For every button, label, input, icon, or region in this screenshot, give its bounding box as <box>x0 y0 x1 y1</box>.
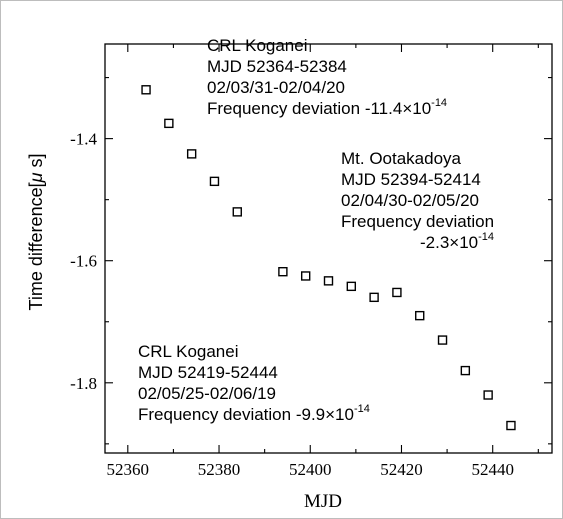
y-tick-label: -1.6 <box>70 252 97 271</box>
annotation-3-freq-exp: -14 <box>354 403 370 415</box>
data-point <box>209 176 220 187</box>
annotation-2-freq-value: -2.3×10 <box>420 233 478 252</box>
y-axis: -1.4 -1.6 -1.8 <box>70 77 552 445</box>
data-point <box>369 292 379 303</box>
annotation-3-mjd: MJD 52419-52444 <box>138 363 278 382</box>
x-axis-title: MJD <box>304 491 342 512</box>
annotation-1-freq-prefix: Frequency deviation <box>207 99 365 118</box>
data-point <box>415 310 425 321</box>
x-tick-label: 52360 <box>107 460 150 479</box>
x-tick-label: 52400 <box>289 460 332 479</box>
annotation-1-freq-exp: -14 <box>431 97 447 109</box>
data-point <box>141 85 151 95</box>
annotation-3-station: CRL Koganei <box>138 342 239 361</box>
data-point <box>323 276 334 286</box>
annotation-1-dates: 02/03/31-02/04/20 <box>207 78 345 97</box>
annotation-2-freq-exp: -14 <box>478 231 494 243</box>
x-axis: 52360 52380 52400 52420 52440 <box>107 44 539 479</box>
data-point <box>278 266 288 277</box>
plot-area <box>104 43 553 454</box>
annotation-1-station: CRL Koganei <box>207 36 308 55</box>
annotation-2-mjd: MJD 52394-52414 <box>341 170 481 189</box>
data-points <box>141 85 516 431</box>
y-axis-title-mu: μ <box>26 172 46 183</box>
y-axis-title-end: s] <box>26 154 46 173</box>
annotation-2-freq-prefix: Frequency deviation <box>341 212 494 231</box>
data-point <box>392 287 402 298</box>
x-tick-label: 52380 <box>198 460 241 479</box>
annotation-3-frequency: Frequency deviation -9.9×10-14 <box>138 403 370 424</box>
data-point <box>300 271 311 281</box>
data-point <box>346 281 357 292</box>
annotation-3-freq-value: -9.9×10 <box>296 405 354 424</box>
annotation-1-mjd: MJD 52364-52384 <box>207 57 347 76</box>
data-point <box>232 207 242 217</box>
annotation-1-freq-value: -11.4×10 <box>365 99 431 118</box>
y-tick-label: -1.4 <box>70 130 97 149</box>
annotation-3-dates: 02/05/25-02/06/19 <box>138 384 276 403</box>
annotation-1-frequency: Frequency deviation -11.4×10-14 <box>207 97 447 118</box>
annotation-2-frequency: -2.3×10-14 <box>420 231 494 252</box>
y-axis-title: Time difference[μ s] <box>26 154 46 311</box>
data-point <box>437 335 448 345</box>
x-tick-label: 52440 <box>471 460 514 479</box>
data-point <box>506 420 516 431</box>
data-point <box>164 118 174 129</box>
annotation-2-station: Mt. Ootakadoya <box>341 149 462 168</box>
data-point <box>460 365 471 376</box>
data-point <box>186 149 197 159</box>
annotation-crl-koganei-1: CRL Koganei MJD 52364-52384 02/03/31-02/… <box>207 36 447 118</box>
y-axis-title-main: Time difference[ <box>26 182 46 310</box>
annotation-2-dates: 02/04/30-02/05/20 <box>341 191 479 210</box>
y-tick-label: -1.8 <box>70 374 97 393</box>
annotation-3-freq-prefix: Frequency deviation <box>138 405 296 424</box>
data-point <box>483 390 493 400</box>
annotation-crl-koganei-2: CRL Koganei MJD 52419-52444 02/05/25-02/… <box>138 342 370 424</box>
x-tick-label: 52420 <box>380 460 423 479</box>
annotation-mt-ootakadoya: Mt. Ootakadoya MJD 52394-52414 02/04/30-… <box>341 149 494 252</box>
